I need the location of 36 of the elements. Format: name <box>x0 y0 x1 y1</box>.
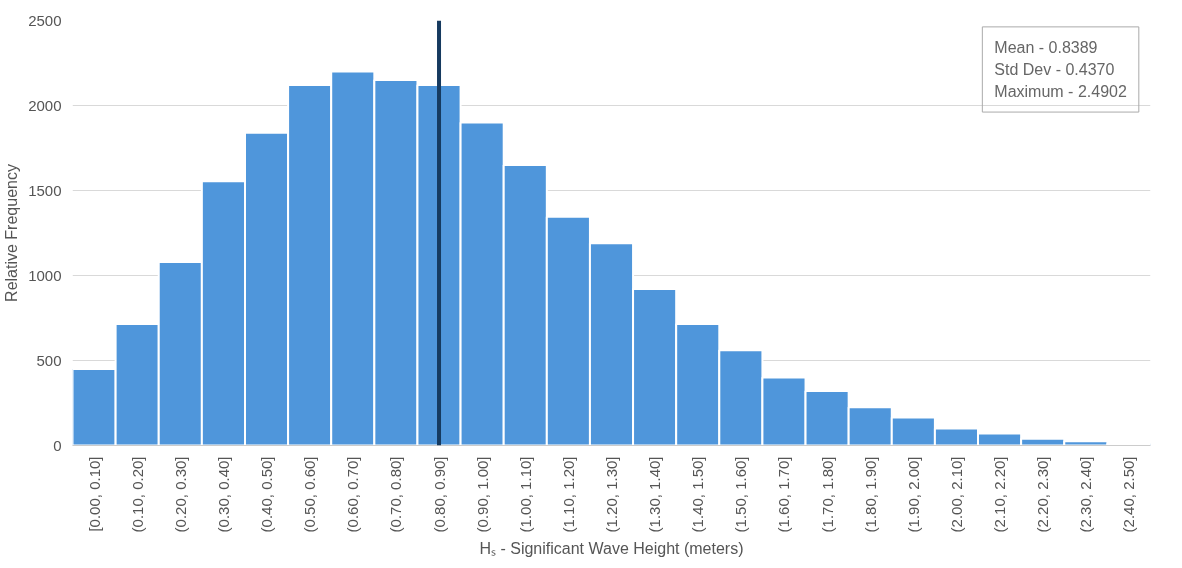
x-tick-label: (1.20, 1.30] <box>603 456 620 533</box>
x-tick-label: (1.50, 1.60] <box>732 456 750 533</box>
x-tick-label: (2.00, 2.10] <box>947 456 965 533</box>
x-tick-label: (0.40, 0.50] <box>258 456 276 533</box>
x-tick-label: (1.70, 1.80] <box>818 456 836 533</box>
annotation: Maximum - 2.4902 <box>994 83 1127 101</box>
y-tick-label: 2500 <box>28 11 62 29</box>
x-tick-label: (2.10, 2.20] <box>991 456 1009 533</box>
x-tick-label: (1.40, 1.50] <box>689 456 707 533</box>
x-tick-label: (0.60, 0.70] <box>344 456 362 533</box>
y-tick-label: 0 <box>53 436 62 454</box>
x-tick-label: (2.40, 2.50] <box>1120 456 1138 533</box>
x-tick-label: (1.30, 1.40] <box>646 456 664 533</box>
x-tick-label: [0.00, 0.10] <box>85 456 103 532</box>
x-tick-label: (1.90, 2.00] <box>904 456 922 533</box>
x-tick-label: (1.10, 1.20] <box>559 456 577 533</box>
x-axis-title: Hₛ - Significant Wave Height (meters) <box>479 540 744 558</box>
y-tick-label: 2000 <box>28 96 62 114</box>
x-tick-label: (1.60, 1.70] <box>775 456 793 533</box>
y-axis-title: Relative Frequency <box>3 164 21 302</box>
x-tick-label: (2.30, 2.40] <box>1077 456 1095 533</box>
x-tick-label: (2.20, 2.30] <box>1034 456 1052 533</box>
x-tick-label: (1.80, 1.90] <box>861 456 879 533</box>
x-tick-label: (0.10, 0.20] <box>128 456 146 533</box>
x-tick-label: (0.30, 0.40] <box>214 456 232 533</box>
x-tick-label: (1.00, 1.10] <box>516 456 534 533</box>
x-tick-label: (0.20, 0.30] <box>171 456 189 533</box>
y-tick-label: 1500 <box>28 181 62 199</box>
y-tick-label: 500 <box>36 351 62 369</box>
annotation: Std Dev - 0.4370 <box>994 60 1115 78</box>
x-tick-label: (0.70, 0.80] <box>387 456 405 533</box>
annotation: Mean - 0.8389 <box>994 38 1098 56</box>
x-tick-label: (0.90, 1.00] <box>473 456 491 533</box>
x-tick-label: (0.80, 0.90] <box>430 456 448 533</box>
x-tick-label: (0.50, 0.60] <box>301 456 319 533</box>
y-tick-label: 1000 <box>28 266 62 284</box>
